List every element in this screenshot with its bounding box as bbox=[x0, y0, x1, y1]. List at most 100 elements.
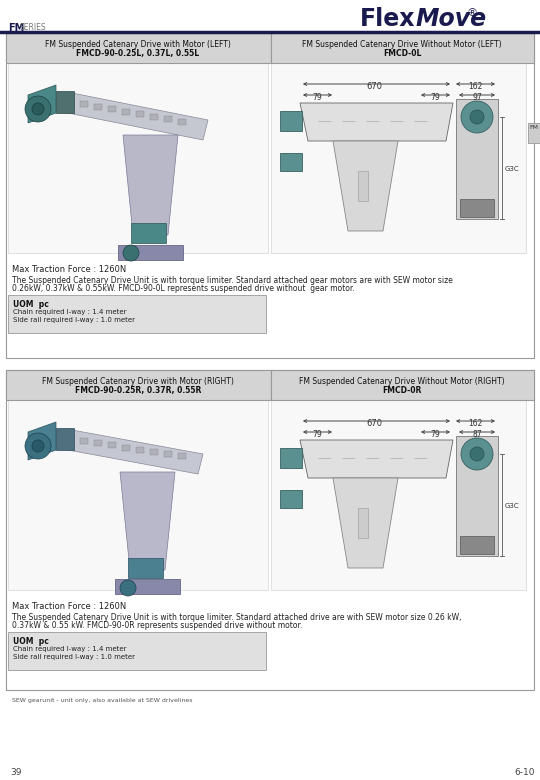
Bar bbox=[150, 114, 158, 119]
Text: SERIES: SERIES bbox=[20, 23, 46, 33]
Text: The Suspended Catenary Drive Unit is with torque limiter. Standard attached gear: The Suspended Catenary Drive Unit is wit… bbox=[12, 276, 453, 285]
Text: SEW gearunit - unit only, also available at SEW drivelines: SEW gearunit - unit only, also available… bbox=[12, 698, 192, 703]
Text: Side rail required l-way : 1.0 meter: Side rail required l-way : 1.0 meter bbox=[13, 317, 135, 323]
Bar bbox=[6, 33, 271, 63]
Polygon shape bbox=[333, 478, 398, 568]
Bar bbox=[280, 111, 302, 131]
Polygon shape bbox=[300, 440, 453, 478]
Circle shape bbox=[470, 447, 484, 461]
Text: 6-10: 6-10 bbox=[515, 768, 535, 777]
Polygon shape bbox=[28, 422, 56, 460]
Text: 670: 670 bbox=[366, 82, 382, 91]
Text: FMCD-0R: FMCD-0R bbox=[382, 386, 422, 395]
Bar bbox=[118, 245, 183, 260]
Text: Max Traction Force : 1260N: Max Traction Force : 1260N bbox=[12, 602, 126, 611]
Bar bbox=[271, 33, 534, 63]
Text: 162: 162 bbox=[468, 82, 482, 91]
Circle shape bbox=[461, 438, 493, 470]
Bar bbox=[280, 448, 302, 468]
Bar bbox=[178, 119, 186, 125]
Bar bbox=[358, 171, 368, 201]
Text: Max Traction Force : 1260N: Max Traction Force : 1260N bbox=[12, 265, 126, 274]
Text: ®: ® bbox=[467, 8, 478, 18]
Text: 670: 670 bbox=[366, 419, 382, 428]
Circle shape bbox=[461, 101, 493, 133]
Polygon shape bbox=[68, 93, 208, 140]
Bar bbox=[460, 199, 494, 217]
Text: The Suspended Catenary Drive Unit is with torque limiter. Standard attached driv: The Suspended Catenary Drive Unit is wit… bbox=[12, 613, 462, 622]
Text: Move: Move bbox=[415, 7, 486, 31]
Bar bbox=[6, 33, 534, 358]
Bar bbox=[8, 632, 266, 670]
Text: FMCD-90-0.25R, 0.37R, 0.55R: FMCD-90-0.25R, 0.37R, 0.55R bbox=[75, 386, 201, 395]
Bar bbox=[94, 440, 102, 446]
Polygon shape bbox=[120, 472, 175, 570]
Text: FMCD-0L: FMCD-0L bbox=[383, 49, 421, 58]
Bar bbox=[456, 436, 498, 556]
Text: 162: 162 bbox=[468, 419, 482, 428]
Text: FMCD-90-0.25L, 0.37L, 0.55L: FMCD-90-0.25L, 0.37L, 0.55L bbox=[77, 49, 200, 58]
Bar bbox=[6, 370, 534, 690]
Text: 79: 79 bbox=[430, 93, 440, 102]
Text: 39: 39 bbox=[10, 768, 22, 777]
Polygon shape bbox=[300, 103, 453, 141]
Bar bbox=[136, 447, 144, 453]
Bar bbox=[164, 451, 172, 457]
Bar bbox=[8, 400, 268, 590]
Text: 97: 97 bbox=[472, 93, 482, 102]
Text: UOM  pc: UOM pc bbox=[13, 637, 49, 646]
Bar bbox=[131, 223, 166, 243]
Circle shape bbox=[120, 580, 136, 596]
Bar bbox=[56, 91, 74, 113]
Text: G3C: G3C bbox=[505, 166, 519, 172]
Text: FM Suspended Catenary Drive Without Motor (RIGHT): FM Suspended Catenary Drive Without Moto… bbox=[299, 377, 505, 386]
Bar bbox=[150, 449, 158, 455]
Bar bbox=[456, 99, 498, 219]
Polygon shape bbox=[68, 430, 203, 474]
Bar bbox=[136, 111, 144, 117]
Text: 87: 87 bbox=[472, 430, 482, 439]
Text: 79: 79 bbox=[430, 430, 440, 439]
Circle shape bbox=[123, 245, 139, 261]
Text: G3C: G3C bbox=[505, 503, 519, 509]
Text: Flex: Flex bbox=[360, 7, 415, 31]
Text: 79: 79 bbox=[312, 430, 322, 439]
Bar bbox=[8, 63, 268, 253]
Text: FM Suspended Catenary Drive Without Motor (LEFT): FM Suspended Catenary Drive Without Moto… bbox=[302, 40, 502, 49]
Bar bbox=[122, 108, 130, 115]
Text: FM Suspended Catenary Drive with Motor (LEFT): FM Suspended Catenary Drive with Motor (… bbox=[45, 40, 231, 49]
Bar bbox=[80, 101, 88, 107]
Bar bbox=[460, 536, 494, 554]
Circle shape bbox=[25, 96, 51, 122]
Polygon shape bbox=[333, 141, 398, 231]
Polygon shape bbox=[123, 135, 178, 235]
Text: Side rail required l-way : 1.0 meter: Side rail required l-way : 1.0 meter bbox=[13, 654, 135, 660]
Bar bbox=[6, 370, 271, 400]
Bar bbox=[358, 508, 368, 538]
Text: FM Suspended Catenary Drive with Motor (RIGHT): FM Suspended Catenary Drive with Motor (… bbox=[42, 377, 234, 386]
Text: Chain required l-way : 1.4 meter: Chain required l-way : 1.4 meter bbox=[13, 309, 126, 315]
Circle shape bbox=[470, 110, 484, 124]
Bar bbox=[528, 123, 540, 143]
Text: 79: 79 bbox=[312, 93, 322, 102]
Text: FM: FM bbox=[530, 125, 538, 130]
Bar bbox=[271, 400, 526, 590]
Bar bbox=[115, 579, 180, 594]
Bar bbox=[56, 428, 74, 450]
Text: 0.26kW, 0.37kW & 0.55kW. FMCD-90-0L represents suspended drive without  gear mot: 0.26kW, 0.37kW & 0.55kW. FMCD-90-0L repr… bbox=[12, 284, 355, 293]
Bar bbox=[128, 558, 163, 578]
Circle shape bbox=[25, 433, 51, 459]
Bar bbox=[280, 490, 302, 508]
Text: Chain required l-way : 1.4 meter: Chain required l-way : 1.4 meter bbox=[13, 646, 126, 652]
Bar bbox=[80, 438, 88, 444]
Text: FM: FM bbox=[8, 23, 24, 33]
Circle shape bbox=[32, 440, 44, 452]
Bar bbox=[271, 370, 534, 400]
Bar bbox=[122, 445, 130, 451]
Bar bbox=[280, 153, 302, 171]
Bar bbox=[108, 106, 116, 112]
Bar bbox=[164, 116, 172, 122]
Bar bbox=[108, 442, 116, 448]
Polygon shape bbox=[28, 85, 56, 123]
Bar bbox=[8, 295, 266, 333]
